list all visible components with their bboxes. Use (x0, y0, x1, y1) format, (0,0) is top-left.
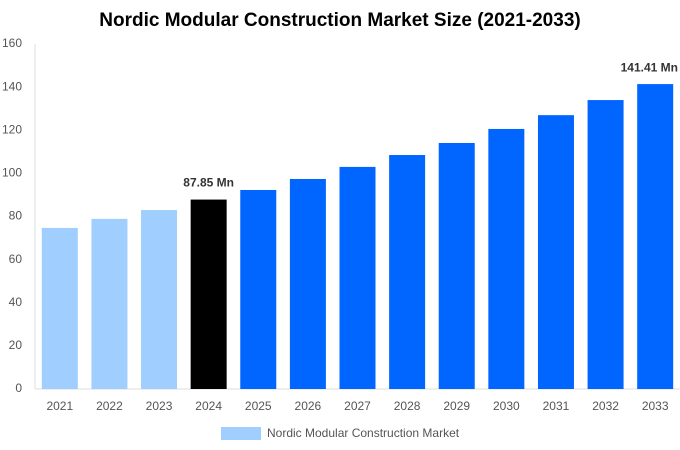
y-tick-label: 120 (2, 122, 22, 136)
y-tick-label: 140 (2, 79, 22, 93)
bar (488, 128, 525, 390)
x-tick-label: 2030 (493, 399, 520, 413)
y-tick-label: 60 (9, 252, 23, 266)
x-tick-label: 2029 (443, 399, 470, 413)
bar (438, 142, 475, 389)
x-tick-label: 2027 (344, 399, 371, 413)
x-tick-label: 2033 (642, 399, 669, 413)
bar (637, 84, 674, 389)
bar (389, 155, 426, 389)
chart-title: Nordic Modular Construction Market Size … (99, 10, 580, 31)
y-tick-label: 80 (9, 209, 23, 223)
bar (240, 189, 277, 389)
x-tick-label: 2021 (46, 399, 73, 413)
x-tick-label: 2028 (394, 399, 421, 413)
x-tick-label: 2031 (543, 399, 570, 413)
bar (141, 210, 178, 389)
bar (339, 166, 376, 389)
y-tick-label: 160 (2, 36, 22, 50)
x-tick-label: 2023 (146, 399, 173, 413)
legend-label: Nordic Modular Construction Market (267, 426, 460, 440)
bar (91, 218, 128, 389)
bar (41, 227, 78, 389)
y-tick-label: 0 (15, 381, 22, 395)
bar (190, 199, 227, 389)
bar (537, 115, 574, 389)
y-tick-label: 20 (9, 338, 23, 352)
bar (587, 100, 624, 389)
data-label: 87.85 Mn (183, 176, 234, 190)
x-tick-label: 2026 (295, 399, 322, 413)
legend-swatch (221, 427, 261, 440)
data-label: 141.41 Mn (621, 60, 678, 74)
x-tick-label: 2025 (245, 399, 272, 413)
x-tick-label: 2022 (96, 399, 123, 413)
bar (289, 178, 326, 389)
x-tick-label: 2024 (195, 399, 222, 413)
x-tick-label: 2032 (592, 399, 619, 413)
y-tick-label: 40 (9, 295, 23, 309)
y-tick-label: 100 (2, 166, 22, 180)
